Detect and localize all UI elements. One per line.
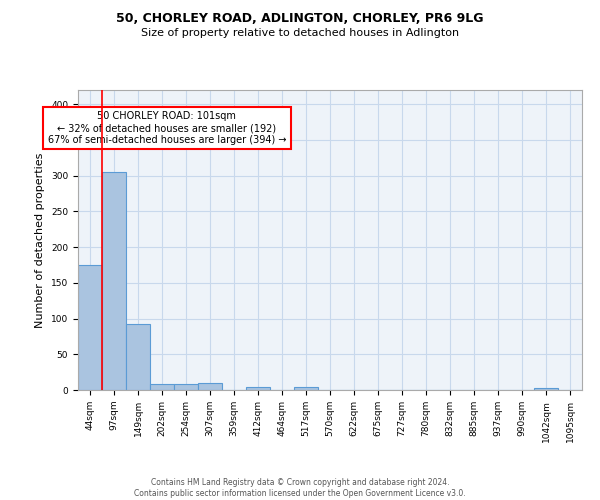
Text: 50 CHORLEY ROAD: 101sqm
← 32% of detached houses are smaller (192)
67% of semi-d: 50 CHORLEY ROAD: 101sqm ← 32% of detache… <box>47 112 286 144</box>
Bar <box>294 387 318 390</box>
Text: Size of property relative to detached houses in Adlington: Size of property relative to detached ho… <box>141 28 459 38</box>
Text: 50, CHORLEY ROAD, ADLINGTON, CHORLEY, PR6 9LG: 50, CHORLEY ROAD, ADLINGTON, CHORLEY, PR… <box>116 12 484 26</box>
Bar <box>78 265 102 390</box>
Bar <box>198 383 222 390</box>
Bar <box>246 387 270 390</box>
Bar <box>534 388 558 390</box>
Text: Contains HM Land Registry data © Crown copyright and database right 2024.
Contai: Contains HM Land Registry data © Crown c… <box>134 478 466 498</box>
Bar <box>102 172 126 390</box>
Bar <box>150 384 174 390</box>
Bar <box>174 384 198 390</box>
Y-axis label: Number of detached properties: Number of detached properties <box>35 152 46 328</box>
Bar <box>126 324 150 390</box>
